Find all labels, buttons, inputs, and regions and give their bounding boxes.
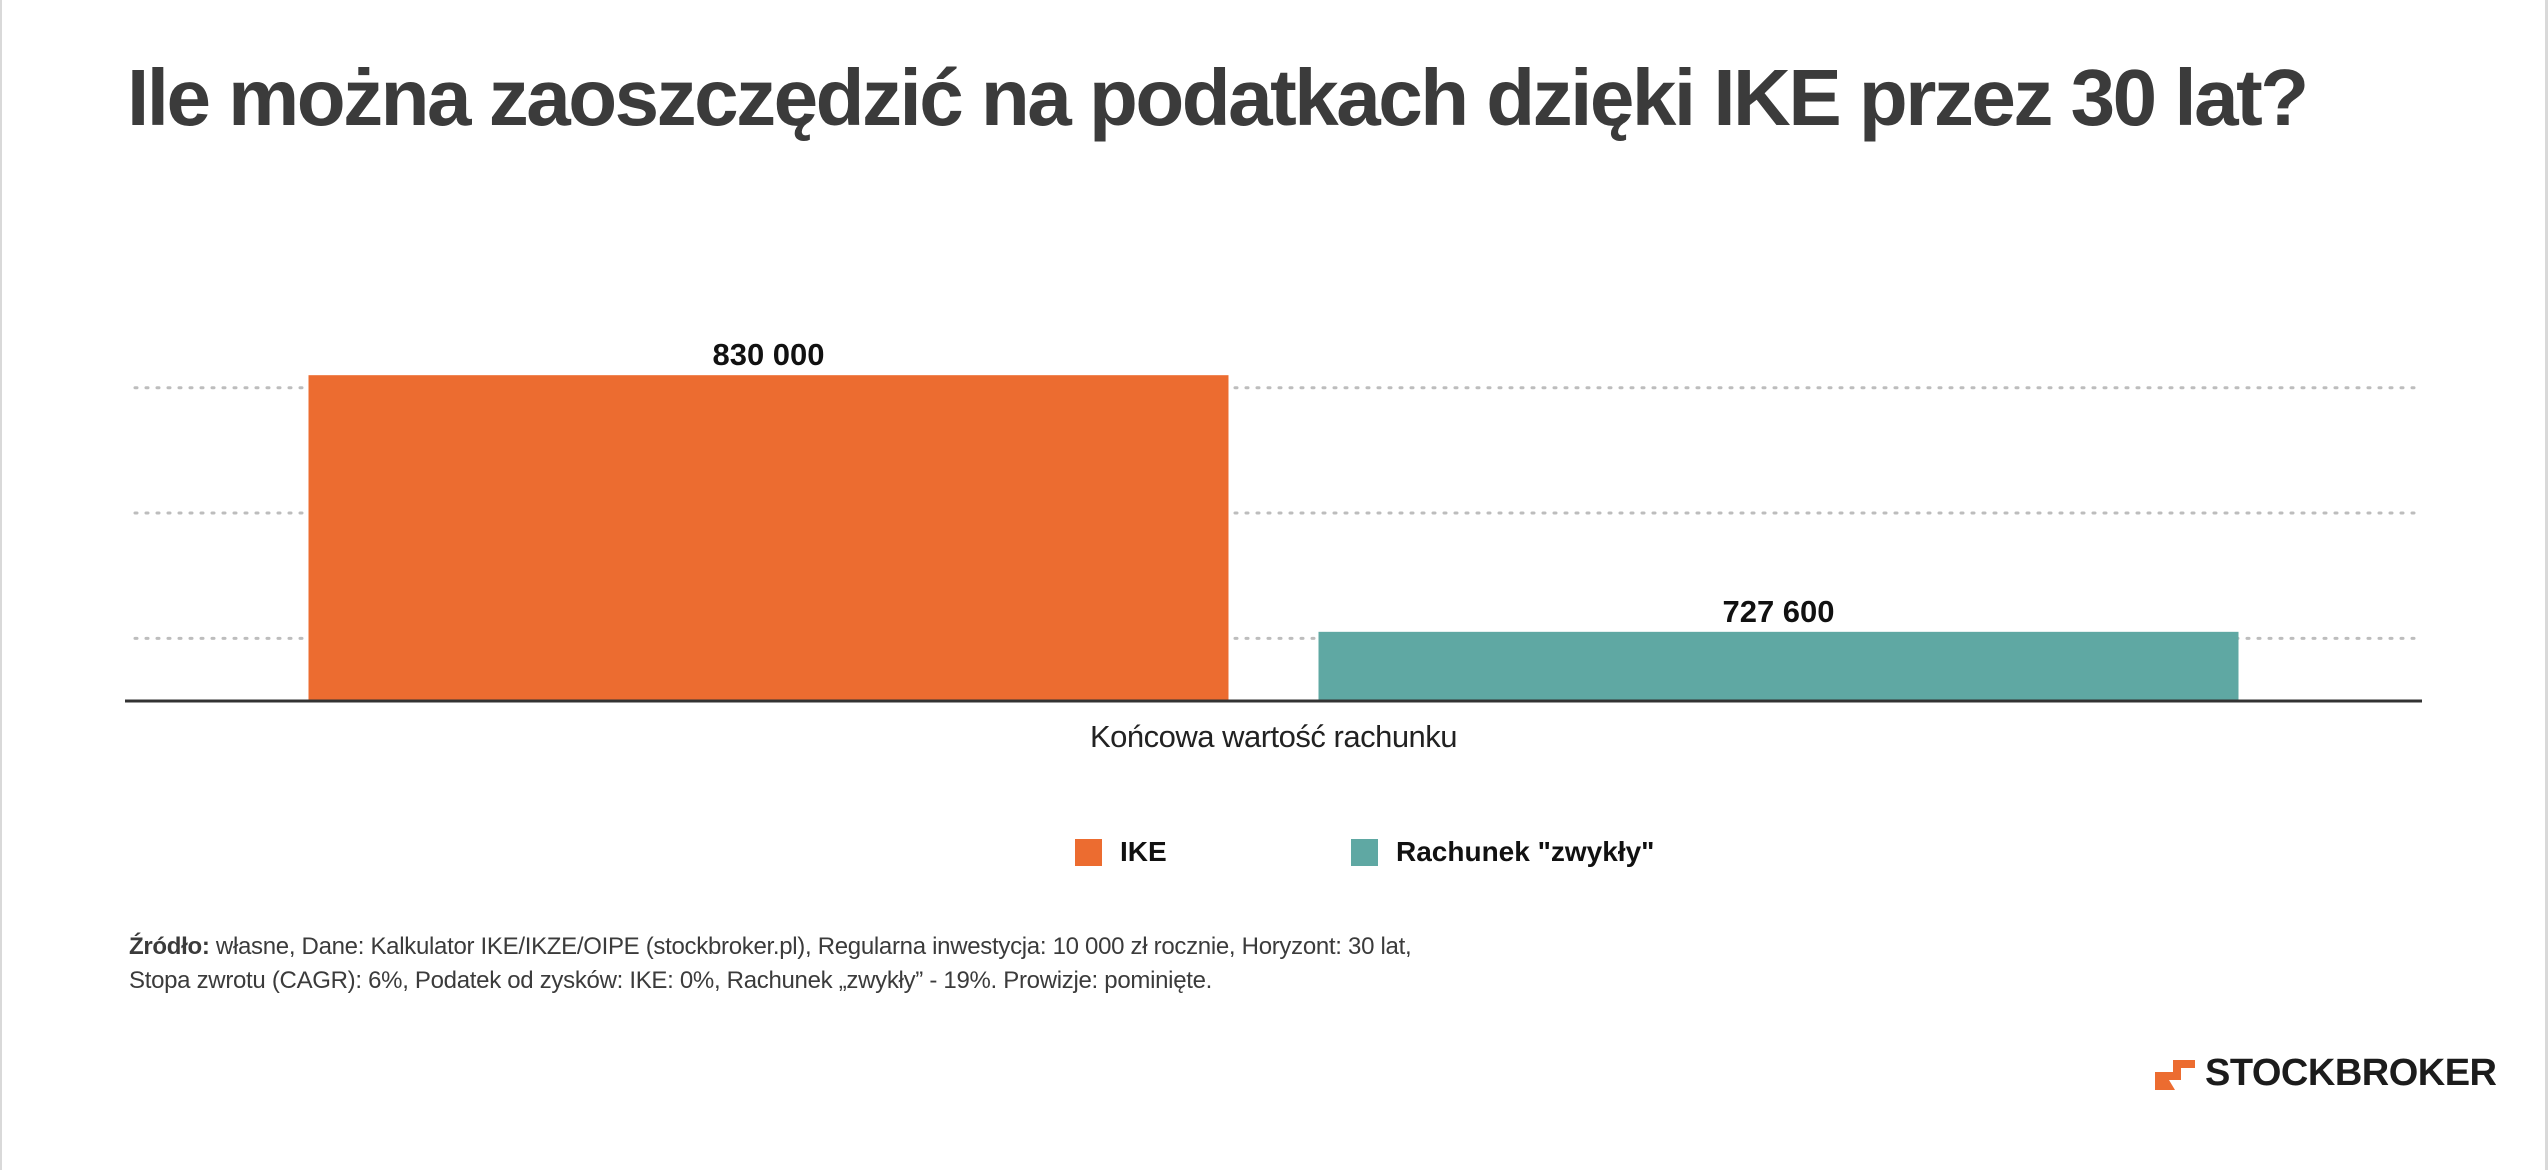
source-note: Źródło: własne, Dane: Kalkulator IKE/IKZ… (129, 930, 1459, 998)
stockbroker-logo-icon (2155, 1059, 2195, 1090)
legend-item-ike: IKE (1075, 832, 1167, 872)
frame-right-border (2545, 0, 2548, 1170)
bar-regular (1318, 631, 2239, 701)
legend-swatch-ike (1075, 838, 1102, 866)
legend-item-regular: Rachunek "zwykły" (1351, 832, 1654, 872)
source-label: Źródło: (129, 933, 210, 960)
page-title: Ile można zaoszczędzić na podatkach dzię… (127, 53, 2309, 142)
brand-name: STOCKBROKER (2205, 1052, 2497, 1094)
data-label-ike: 830 000 (712, 337, 824, 372)
frame-left-border (0, 0, 2, 1170)
legend-label-ike: IKE (1120, 836, 1167, 867)
brand-logo: STOCKBROKER (2155, 1052, 2497, 1095)
legend-swatch-regular (1351, 838, 1378, 866)
bar-chart: 830 000 727 600 Końcowa wartość rachunku (125, 337, 2424, 754)
source-text: własne, Dane: Kalkulator IKE/IKZE/OIPE (… (129, 933, 1412, 994)
legend-label-regular: Rachunek "zwykły" (1396, 836, 1655, 867)
category-label: Końcowa wartość rachunku (1090, 719, 1457, 754)
bar-ike (308, 375, 1229, 701)
data-label-regular: 727 600 (1722, 594, 1834, 629)
